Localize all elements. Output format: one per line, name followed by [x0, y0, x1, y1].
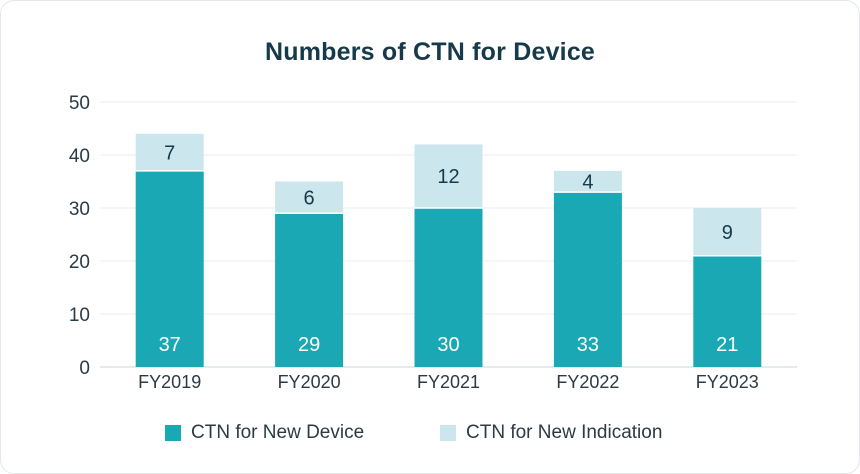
y-axis-ticks: 0 10 20 30 40 50: [69, 93, 90, 379]
data-label: 30: [437, 334, 459, 356]
legend: CTN for New Device CTN for New Indicatio…: [0, 421, 860, 445]
bar-new-indication: [414, 144, 483, 208]
bar-new-indication: [553, 170, 622, 193]
y-tick-label: 10: [69, 305, 90, 326]
legend-item-new-indication: CTN for New Indication: [440, 421, 662, 445]
legend-item-new-device: CTN for New Device: [165, 421, 364, 445]
data-label: 12: [437, 166, 459, 188]
bar-new-indication: [693, 208, 762, 256]
legend-swatch-new-device: [165, 425, 181, 441]
data-label: 6: [304, 187, 315, 209]
legend-label-new-indication: CTN for New Indication: [466, 422, 663, 443]
data-label: 33: [577, 334, 599, 356]
bar-new-device: [414, 208, 483, 367]
data-label: 4: [582, 172, 593, 194]
bars: 37 7 29 6 30 12 33 4 21 9: [135, 133, 762, 367]
legend-label-new-device: CTN for New Device: [191, 422, 365, 443]
data-label: 7: [164, 142, 175, 164]
data-label: 21: [716, 334, 738, 356]
y-tick-label: 20: [69, 252, 90, 273]
bar-new-indication: [275, 181, 344, 214]
x-tick-label: FY2021: [417, 372, 480, 392]
x-tick-label: FY2023: [696, 372, 759, 392]
bar-new-device: [135, 170, 204, 367]
data-label: 9: [722, 222, 733, 244]
y-tick-label: 50: [69, 93, 90, 114]
x-tick-label: FY2022: [556, 372, 619, 392]
bar-new-device: [275, 213, 344, 367]
bar-new-indication: [135, 133, 204, 171]
chart-title: Numbers of CTN for Device: [264, 38, 596, 66]
y-tick-label: 30: [69, 199, 90, 220]
x-axis-ticks: FY2019 FY2020 FY2021 FY2022 FY2023: [138, 372, 759, 392]
x-tick-label: FY2019: [138, 372, 201, 392]
legend-swatch-new-indication: [440, 425, 456, 441]
y-tick-label: 0: [79, 358, 90, 379]
bar-new-device: [693, 255, 762, 367]
data-label: 37: [159, 334, 181, 356]
bar-new-device: [553, 192, 622, 367]
data-label: 29: [298, 334, 320, 356]
x-tick-label: FY2020: [278, 372, 341, 392]
y-tick-label: 40: [69, 146, 90, 167]
